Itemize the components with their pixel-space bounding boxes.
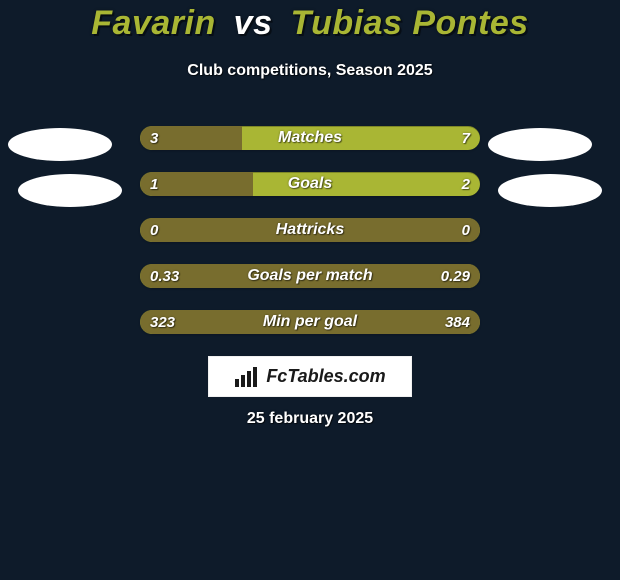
subtitle: Club competitions, Season 2025 — [0, 62, 620, 80]
title-player2: Tubias Pontes — [290, 4, 528, 42]
avatar-right-secondary — [498, 174, 602, 207]
stat-label: Goals — [140, 172, 480, 196]
stat-row: 323384Min per goal — [140, 310, 480, 334]
stat-row: 37Matches — [140, 126, 480, 150]
title-vs: vs — [234, 4, 273, 42]
stat-row: 12Goals — [140, 172, 480, 196]
stat-label: Goals per match — [140, 264, 480, 288]
avatar-right-primary — [488, 128, 592, 161]
brand-badge: FcTables.com — [0, 356, 620, 397]
date-text: 25 february 2025 — [0, 410, 620, 428]
stat-row: 0.330.29Goals per match — [140, 264, 480, 288]
stat-label: Min per goal — [140, 310, 480, 334]
stat-label: Matches — [140, 126, 480, 150]
stat-row: 00Hattricks — [140, 218, 480, 242]
stat-rows: 37Matches 12Goals 00Hattricks 0.330.29Goals… — [140, 126, 480, 356]
bars-icon — [234, 367, 260, 387]
stat-label: Hattricks — [140, 218, 480, 242]
comparison-infographic: Favarin vs Tubias Pontes Club competitio… — [0, 0, 620, 580]
brand-box: FcTables.com — [208, 356, 411, 397]
avatar-left-primary — [8, 128, 112, 161]
title: Favarin vs Tubias Pontes — [0, 4, 620, 43]
title-player1: Favarin — [91, 4, 215, 42]
brand-text: FcTables.com — [266, 366, 385, 387]
avatar-left-secondary — [18, 174, 122, 207]
